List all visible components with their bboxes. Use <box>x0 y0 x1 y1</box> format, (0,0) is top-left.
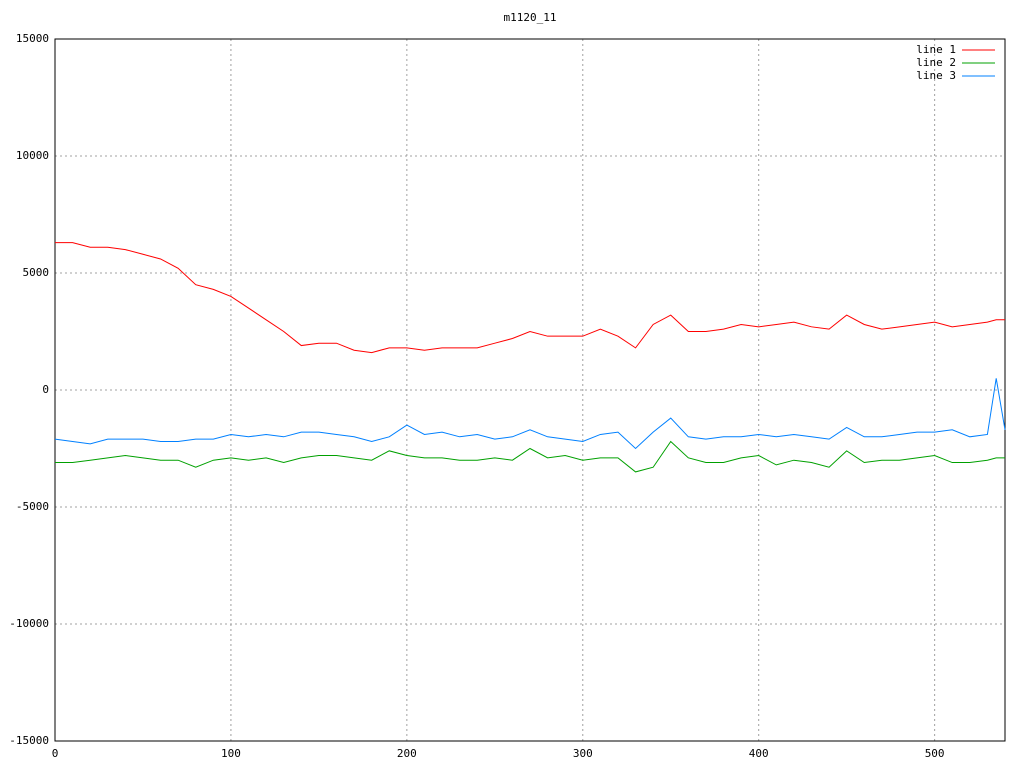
x-tick-label: 100 <box>221 747 241 760</box>
data-line <box>55 242 1005 354</box>
x-tick-label: 200 <box>397 747 417 760</box>
y-tick-label: 0 <box>42 383 49 396</box>
y-tick-label: 10000 <box>16 149 49 162</box>
data-line <box>54 378 1006 450</box>
x-tick-label: 0 <box>52 747 59 760</box>
y-tick-label: -15000 <box>9 734 49 747</box>
y-tick-label: -10000 <box>9 617 49 630</box>
y-tick-label: 5000 <box>23 266 50 279</box>
data-line <box>55 440 1005 473</box>
legend-label: line 2 <box>916 56 956 69</box>
x-tick-label: 400 <box>749 747 769 760</box>
x-tick-label: 300 <box>573 747 593 760</box>
chart-title: m1120_11 <box>504 11 557 24</box>
legend-label: line 1 <box>916 43 956 56</box>
x-tick-label: 500 <box>925 747 945 760</box>
plot-frame <box>54 38 1006 742</box>
legend-label: line 3 <box>916 69 956 82</box>
y-tick-label: 15000 <box>16 32 49 45</box>
y-tick-label: -5000 <box>16 500 49 513</box>
